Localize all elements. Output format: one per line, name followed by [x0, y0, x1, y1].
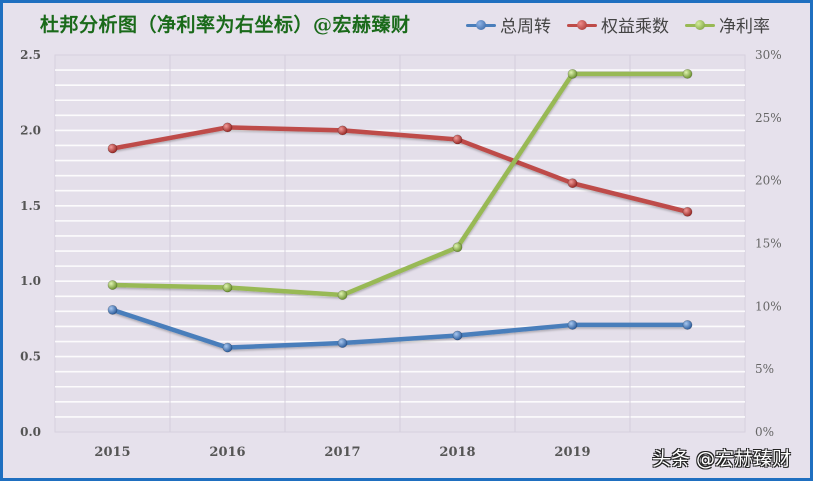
- data-point-marker: [682, 320, 693, 330]
- series-权益乘数: [107, 122, 693, 217]
- legend-item-net-margin: 净利率: [685, 12, 770, 37]
- data-point-marker: [567, 320, 578, 330]
- data-point-marker: [452, 330, 463, 341]
- left-axis-tick-label: 1.0: [20, 274, 41, 288]
- legend-label: 总周转: [500, 17, 551, 37]
- left-axis-ticks: 0.0 0.5 1.0 1.5 2.0 2.5: [20, 48, 41, 439]
- data-point-marker: [452, 242, 463, 253]
- data-point-marker: [222, 282, 233, 293]
- data-point-marker: [337, 125, 348, 136]
- data-point-marker: [107, 280, 118, 290]
- right-axis-tick-label: 5%: [755, 362, 774, 376]
- data-point-marker: [682, 68, 693, 79]
- vertical-gridlines: [169, 55, 631, 432]
- left-axis-tick-label: 0.5: [20, 350, 41, 364]
- legend-item-equity-multiplier: 权益乘数: [567, 12, 669, 37]
- data-point-marker: [222, 342, 233, 353]
- left-axis-tick-label: 2.5: [20, 48, 41, 62]
- chart-legend: 总周转 权益乘数 净利率: [466, 12, 770, 37]
- right-axis-tick-label: 20%: [755, 174, 782, 188]
- right-axis-tick-label: 10%: [755, 299, 782, 313]
- left-axis-tick-label: 2.0: [20, 123, 41, 137]
- right-axis-tick-label: 15%: [755, 237, 782, 251]
- x-axis-tick-label: 2015: [94, 445, 130, 460]
- x-axis-tick-label: 2019: [554, 445, 590, 460]
- legend-line-marker-icon: [685, 18, 715, 32]
- series-总周转: [107, 304, 693, 353]
- series-净利率: [107, 68, 693, 300]
- right-axis-tick-label: 30%: [755, 48, 782, 62]
- data-point-marker: [337, 338, 348, 348]
- legend-line-marker-icon: [466, 18, 496, 32]
- legend-label: 净利率: [719, 17, 770, 37]
- right-axis-tick-label: 25%: [755, 111, 782, 125]
- data-point-marker: [567, 68, 578, 79]
- x-axis-tick-label: 2016: [209, 445, 245, 460]
- data-point-marker: [567, 178, 578, 189]
- data-point-marker: [222, 122, 233, 133]
- legend-item-asset-turnover: 总周转: [466, 12, 551, 37]
- left-axis-tick-label: 0.0: [20, 425, 41, 439]
- left-axis-tick-label: 1.5: [20, 199, 41, 213]
- right-axis-tick-label: 0%: [755, 425, 774, 439]
- data-point-marker: [107, 143, 118, 154]
- chart-title: 杜邦分析图（净利率为右坐标）@宏赫臻财: [40, 14, 411, 36]
- data-point-marker: [107, 304, 118, 315]
- data-point-marker: [452, 134, 463, 145]
- series-lines: [107, 68, 693, 353]
- legend-label: 权益乘数: [601, 17, 669, 37]
- legend-line-marker-icon: [567, 18, 597, 32]
- x-axis-ticks: 2015 2016 2017 2018 2019: [94, 445, 590, 460]
- right-axis-ticks: 0% 5% 10% 15% 20% 25% 30%: [755, 48, 782, 439]
- data-point-marker: [682, 206, 693, 217]
- x-axis-tick-label: 2017: [324, 445, 360, 460]
- x-axis-tick-label: 2018: [439, 445, 475, 460]
- data-point-marker: [337, 290, 348, 300]
- watermark: 头条 @宏赫臻财: [652, 448, 792, 470]
